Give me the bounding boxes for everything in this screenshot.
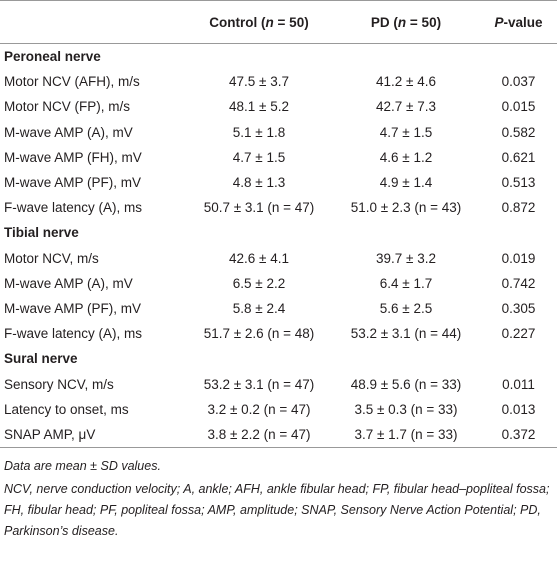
data-row: M-wave AMP (PF), mV 4.8 ± 1.3 4.9 ± 1.4 0.5… — [0, 170, 557, 195]
value-cell: 48.9 ± 5.6 (n = 33) — [350, 376, 462, 392]
row-label: M-wave AMP (A), mV — [4, 124, 133, 140]
value-cell: 0.015 — [501, 99, 536, 115]
value-cell: 0.372 — [501, 426, 536, 442]
value-cell: 0.742 — [501, 275, 536, 291]
section-title: Peroneal nerve — [4, 49, 101, 65]
data-row: M-wave AMP (A), mV 6.5 ± 2.2 6.4 ± 1.7 0.74… — [0, 271, 557, 296]
section-title: Tibial nerve — [4, 225, 79, 241]
value-cell: 3.2 ± 0.2 (n = 47) — [207, 401, 311, 417]
value-cell: 0.513 — [501, 175, 536, 191]
row-label: Motor NCV (FP), m/s — [4, 99, 131, 115]
value-cell: 0.013 — [501, 401, 536, 417]
value-cell: 3.5 ± 0.3 (n = 33) — [354, 401, 458, 417]
value-cell: 51.7 ± 2.6 (n = 48) — [203, 326, 315, 342]
header-text: n — [265, 14, 274, 30]
footnote: NCV, nerve conduction velocity; A, ankle… — [4, 482, 550, 538]
value-cell: 42.7 ± 7.3 — [376, 99, 436, 115]
value-cell: 47.5 ± 3.7 — [229, 74, 289, 90]
section-title: Sural nerve — [4, 351, 78, 367]
row-label: M-wave AMP (PF), mV — [4, 175, 142, 191]
data-row: M-wave AMP (PF), mV 5.8 ± 2.4 5.6 ± 2.5 0.3… — [0, 296, 557, 321]
footnotes: Data are mean ± SD values. NCV, nerve con… — [0, 448, 557, 542]
data-row: Latency to onset, ms 3.2 ± 0.2 (n = 47) 3.… — [0, 397, 557, 422]
value-cell: 0.011 — [502, 376, 535, 392]
value-cell: 53.2 ± 3.1 (n = 47) — [203, 376, 315, 392]
value-cell: 0.305 — [501, 300, 536, 316]
section-row: Peroneal nerve — [0, 44, 557, 70]
header-cell: P-value — [480, 0, 557, 44]
value-cell: 5.1 ± 1.8 — [232, 124, 286, 140]
row-label: F-wave latency (A), ms — [4, 326, 143, 342]
value-cell: 3.7 ± 1.7 (n = 33) — [354, 426, 458, 442]
value-cell: 0.621 — [501, 149, 536, 165]
data-row: F-wave latency (A), ms 50.7 ± 3.1 (n = 47… — [0, 195, 557, 220]
value-cell: 6.5 ± 2.2 — [232, 275, 286, 291]
data-row: SNAP AMP, μV 3.8 ± 2.2 (n = 47) 3.7 ± 1.7 … — [0, 422, 557, 448]
data-row: M-wave AMP (A), mV 5.1 ± 1.8 4.7 ± 1.5 0.58… — [0, 120, 557, 145]
header-text: n — [397, 14, 407, 30]
value-cell: 50.7 ± 3.1 (n = 47) — [203, 200, 315, 216]
value-cell: 41.2 ± 4.6 — [376, 74, 436, 90]
value-cell: 51.0 ± 2.3 (n = 43) — [350, 200, 462, 216]
header-text: P — [494, 14, 504, 30]
header-cell: PD (n = 50) — [332, 0, 480, 44]
value-cell: 4.9 ± 1.4 — [379, 175, 433, 191]
value-cell: 48.1 ± 5.2 — [229, 99, 289, 115]
value-cell: 0.037 — [501, 74, 536, 90]
header-text: PD ( — [370, 14, 398, 30]
header-text: -value — [503, 14, 543, 30]
header-text: Control ( — [209, 14, 266, 30]
value-cell: 0.019 — [501, 250, 536, 266]
row-label: Motor NCV (AFH), m/s — [4, 74, 140, 90]
header-cell — [0, 0, 186, 44]
header-cell: Control (n = 50) — [186, 0, 332, 44]
data-row: M-wave AMP (FH), mV 4.7 ± 1.5 4.6 ± 1.2 0.6… — [0, 145, 557, 170]
value-cell: 42.6 ± 4.1 — [229, 250, 289, 266]
value-cell: 5.8 ± 2.4 — [232, 300, 286, 316]
row-label: Motor NCV, m/s — [4, 250, 99, 266]
row-label: Latency to onset, ms — [4, 401, 129, 417]
header-row: Control (n = 50) PD (n = 50) P-value — [0, 0, 557, 44]
row-label: M-wave AMP (PF), mV — [4, 300, 142, 316]
value-cell: 39.7 ± 3.2 — [376, 250, 436, 266]
data-row: Sensory NCV, m/s 53.2 ± 3.1 (n = 47) 48.9 … — [0, 371, 557, 396]
row-label: SNAP AMP, μV — [4, 426, 96, 442]
value-cell: 4.6 ± 1.2 — [379, 149, 433, 165]
data-row: Motor NCV (FP), m/s 48.1 ± 5.2 42.7 ± 7.3 0… — [0, 94, 557, 119]
data-row: F-wave latency (A), ms 51.7 ± 2.6 (n = 48… — [0, 321, 557, 346]
footnote: Data are mean ± SD values. — [4, 459, 161, 473]
header-text: = 50) — [406, 14, 442, 30]
data-row: Motor NCV, m/s 42.6 ± 4.1 39.7 ± 3.2 0.019 — [0, 246, 557, 271]
data-row: Motor NCV (AFH), m/s 47.5 ± 3.7 41.2 ± 4.6… — [0, 69, 557, 94]
row-label: F-wave latency (A), ms — [4, 200, 143, 216]
value-cell: 4.7 ± 1.5 — [232, 149, 286, 165]
value-cell: 53.2 ± 3.1 (n = 44) — [350, 326, 462, 342]
value-cell: 3.8 ± 2.2 (n = 47) — [207, 426, 311, 442]
data-table: Control (n = 50) PD (n = 50) P-value Peron… — [0, 0, 557, 448]
header-text: = 50) — [273, 14, 309, 30]
section-row: Tibial nerve — [0, 220, 557, 245]
value-cell: 0.872 — [501, 200, 536, 216]
value-cell: 6.4 ± 1.7 — [379, 275, 433, 291]
value-cell: 5.6 ± 2.5 — [379, 300, 433, 316]
value-cell: 0.227 — [501, 326, 536, 342]
row-label: M-wave AMP (A), mV — [4, 275, 133, 291]
value-cell: 4.7 ± 1.5 — [379, 124, 433, 140]
section-row: Sural nerve — [0, 346, 557, 371]
row-label: M-wave AMP (FH), mV — [4, 149, 142, 165]
value-cell: 4.8 ± 1.3 — [232, 175, 286, 191]
row-label: Sensory NCV, m/s — [4, 376, 114, 392]
value-cell: 0.582 — [501, 124, 536, 140]
